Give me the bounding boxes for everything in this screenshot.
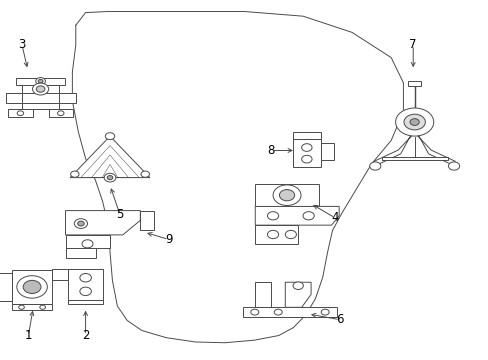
Text: 5: 5 — [116, 208, 123, 221]
Circle shape — [32, 83, 49, 95]
Circle shape — [395, 108, 433, 136]
Polygon shape — [65, 248, 96, 258]
Text: 4: 4 — [330, 211, 338, 224]
Circle shape — [40, 305, 45, 309]
Circle shape — [279, 190, 294, 201]
Circle shape — [58, 111, 64, 116]
Polygon shape — [255, 225, 298, 244]
Polygon shape — [12, 304, 52, 310]
Circle shape — [19, 305, 24, 309]
Polygon shape — [407, 81, 420, 86]
Polygon shape — [373, 131, 415, 165]
Circle shape — [78, 221, 84, 226]
Text: 3: 3 — [18, 39, 26, 51]
Circle shape — [104, 173, 116, 182]
Polygon shape — [255, 206, 339, 225]
Polygon shape — [49, 109, 73, 117]
Circle shape — [292, 282, 303, 289]
Circle shape — [250, 309, 258, 315]
Text: 7: 7 — [408, 39, 416, 51]
Polygon shape — [52, 269, 68, 280]
Circle shape — [274, 309, 282, 315]
Circle shape — [303, 212, 314, 220]
Circle shape — [409, 119, 418, 125]
Circle shape — [17, 276, 47, 298]
Polygon shape — [255, 184, 318, 206]
Polygon shape — [285, 282, 310, 307]
Circle shape — [369, 162, 380, 170]
Polygon shape — [0, 273, 12, 301]
Text: 8: 8 — [267, 144, 275, 157]
Polygon shape — [22, 103, 60, 109]
Circle shape — [403, 114, 425, 130]
Polygon shape — [68, 269, 103, 300]
Circle shape — [301, 155, 311, 163]
Polygon shape — [243, 307, 336, 317]
Polygon shape — [140, 211, 153, 230]
Circle shape — [267, 212, 278, 220]
Circle shape — [23, 280, 41, 293]
Circle shape — [272, 185, 301, 206]
Polygon shape — [292, 132, 320, 139]
Circle shape — [74, 219, 87, 229]
Text: 2: 2 — [81, 329, 89, 342]
Circle shape — [17, 111, 23, 116]
Polygon shape — [17, 77, 64, 85]
Polygon shape — [254, 282, 271, 307]
Polygon shape — [60, 94, 76, 103]
Circle shape — [285, 230, 296, 239]
Circle shape — [80, 287, 91, 296]
Polygon shape — [292, 139, 320, 167]
Polygon shape — [381, 157, 447, 161]
Polygon shape — [70, 136, 150, 177]
Circle shape — [107, 176, 113, 180]
Polygon shape — [65, 211, 140, 235]
Polygon shape — [68, 300, 103, 304]
Circle shape — [82, 240, 93, 248]
Text: 9: 9 — [164, 233, 172, 246]
Polygon shape — [5, 94, 22, 103]
Circle shape — [105, 133, 115, 140]
Circle shape — [80, 274, 91, 282]
Circle shape — [36, 77, 45, 85]
Polygon shape — [12, 270, 52, 304]
Text: 1: 1 — [24, 329, 32, 342]
Polygon shape — [412, 131, 454, 165]
Circle shape — [447, 162, 459, 170]
Circle shape — [321, 309, 328, 315]
Circle shape — [267, 230, 278, 239]
Polygon shape — [65, 235, 109, 248]
Polygon shape — [22, 85, 60, 94]
Polygon shape — [320, 143, 333, 160]
Text: 6: 6 — [335, 313, 343, 326]
Circle shape — [301, 144, 311, 151]
Circle shape — [141, 171, 149, 177]
Polygon shape — [8, 109, 32, 117]
Circle shape — [38, 79, 43, 83]
Circle shape — [36, 86, 45, 92]
Circle shape — [70, 171, 79, 177]
